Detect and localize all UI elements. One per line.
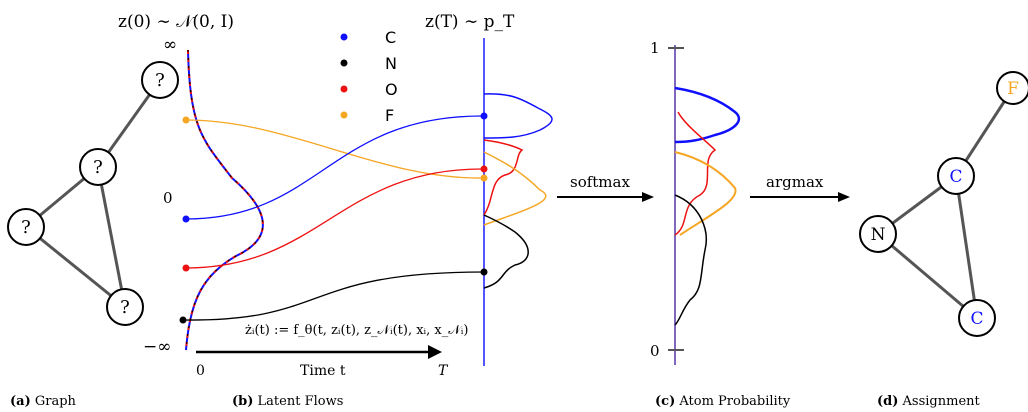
- target-density-c: [483, 93, 553, 139]
- time-axis-label: Time t: [300, 363, 346, 379]
- graph-d-edge: [877, 232, 978, 320]
- tick-label-top: 1: [650, 39, 660, 57]
- legend-dot-o: [340, 85, 348, 93]
- graph-d-node-c: C: [937, 157, 975, 195]
- legend: C N O F: [340, 28, 398, 125]
- caption-d: (d) Assignment: [877, 394, 981, 409]
- panel-d-assignment: F C N C (d) Assignment: [859, 71, 1028, 409]
- graph-a-node: ?: [7, 208, 45, 246]
- graph-d-node-label: F: [1007, 79, 1019, 99]
- start-point-o: [182, 264, 190, 272]
- flow-trajectory-o: [185, 168, 485, 269]
- neg-inf-label: −∞: [143, 337, 171, 357]
- flow-trajectory-c: [185, 115, 485, 220]
- argmax-label: argmax: [766, 173, 824, 191]
- legend-label-n: N: [385, 54, 397, 73]
- softmax-arrow: softmax: [557, 173, 654, 202]
- prob-density-f: [674, 151, 737, 236]
- graph-d-node-n: N: [859, 215, 897, 253]
- zero-label: 0: [163, 189, 173, 207]
- graph-d-node-label: C: [949, 167, 962, 187]
- target-density-f: [483, 151, 547, 226]
- panel-c-atom-probability: 1 0 (c) Atom Probability: [650, 39, 791, 409]
- softmax-label: softmax: [570, 173, 630, 191]
- graph-a-node: ?: [79, 148, 117, 186]
- target-density-n: [483, 214, 529, 289]
- time-axis-T: T: [438, 363, 449, 379]
- graph-a-node: ?: [141, 61, 179, 99]
- legend-dot-f: [340, 111, 348, 119]
- panel-b-latent-flows: z(0) ∼ 𝒩(0, I) z(T) ∼ p_T ∞ 0 −∞ C N O F: [118, 12, 553, 409]
- caption-a: (a) Graph: [10, 394, 77, 409]
- graph-a-node-label: ?: [93, 157, 103, 178]
- start-point-n: [179, 316, 187, 324]
- prob-density-n: [674, 194, 707, 326]
- graph-d-node-label: N: [871, 225, 886, 245]
- argmax-arrow: argmax: [750, 173, 850, 202]
- graph-d-node-c: C: [958, 299, 996, 337]
- caption-c: (c) Atom Probability: [655, 394, 791, 409]
- graph-a-node-label: ?: [120, 297, 130, 318]
- start-point-c: [182, 215, 190, 223]
- end-point-n: [480, 268, 488, 276]
- prior-density-curve: [185, 49, 264, 351]
- graph-a-node-label: ?: [155, 70, 165, 91]
- graph-d-node-label: C: [970, 309, 983, 329]
- graph-d-node-f: F: [996, 71, 1028, 105]
- graph-d-edge: [954, 175, 979, 319]
- time-axis-zero: 0: [196, 363, 205, 379]
- flow-trajectory-f: [185, 119, 485, 179]
- flow-trajectory-n: [182, 271, 485, 321]
- tick-label-bottom: 0: [650, 342, 660, 360]
- ode-equation: żᵢ(t) := f_θ(t, zᵢ(t), z_𝒩ᵢ(t), xᵢ, x_𝒩ᵢ…: [245, 323, 468, 338]
- start-point-f: [182, 116, 190, 124]
- end-point-o: [480, 165, 488, 173]
- graph-a-edge: [96, 166, 127, 308]
- prob-density-c: [674, 86, 741, 144]
- caption-b: (b) Latent Flows: [232, 394, 343, 409]
- legend-label-o: O: [385, 80, 398, 99]
- panel-a-graph: ? ? ? ? (a) Graph: [7, 61, 179, 409]
- graph-a-node: ?: [106, 288, 144, 326]
- target-label: z(T) ∼ p_T: [425, 12, 515, 32]
- target-density-o: [483, 139, 524, 216]
- prior-label: z(0) ∼ 𝒩(0, I): [118, 12, 234, 32]
- graph-a-node-label: ?: [21, 217, 31, 238]
- legend-dot-c: [340, 33, 348, 41]
- end-point-f: [480, 174, 488, 182]
- legend-label-c: C: [385, 28, 396, 47]
- prob-density-o: [674, 111, 717, 236]
- legend-label-f: F: [385, 106, 394, 125]
- end-point-c: [480, 112, 488, 120]
- legend-dot-n: [340, 59, 348, 67]
- graph-a-edge: [25, 225, 126, 309]
- time-axis-arrowhead: [428, 345, 442, 359]
- inf-top-label: ∞: [163, 35, 177, 55]
